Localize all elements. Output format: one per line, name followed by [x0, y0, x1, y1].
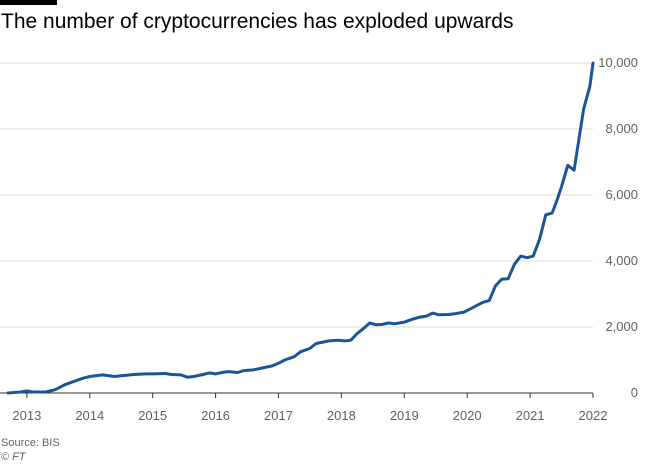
y-tick-label: 4,000 — [605, 253, 638, 268]
gridlines — [0, 62, 593, 394]
series-line — [6, 61, 595, 395]
chart-title: The number of cryptocurrencies has explo… — [1, 10, 514, 33]
x-tick-label: 2016 — [201, 408, 230, 423]
x-tick-label: 2019 — [390, 408, 419, 423]
y-tick-label: 6,000 — [605, 187, 638, 202]
source-note: Source: BIS — [1, 437, 60, 449]
x-tick-label: 2017 — [264, 408, 293, 423]
y-tick-label: 2,000 — [605, 319, 638, 334]
brand-bar — [0, 0, 57, 5]
y-tick-label: 0 — [631, 385, 638, 400]
x-tick-label: 2013 — [12, 408, 41, 423]
x-tick-label: 2020 — [453, 408, 482, 423]
y-tick-label: 8,000 — [605, 121, 638, 136]
x-axis-ticks: 2013 2014 2015 2016 2017 2018 2019 2020 2021 2022 — [12, 393, 607, 423]
x-tick-label: 2014 — [75, 408, 104, 423]
x-tick-label: 2022 — [579, 408, 608, 423]
x-tick-label: 2015 — [138, 408, 167, 423]
x-tick-label: 2018 — [327, 408, 356, 423]
credit-note: © FT — [1, 451, 26, 463]
y-tick-label: 10,000 — [598, 55, 638, 70]
y-axis-ticks: 0 2,000 4,000 6,000 8,000 10,000 — [598, 55, 638, 400]
x-tick-label: 2021 — [516, 408, 545, 423]
